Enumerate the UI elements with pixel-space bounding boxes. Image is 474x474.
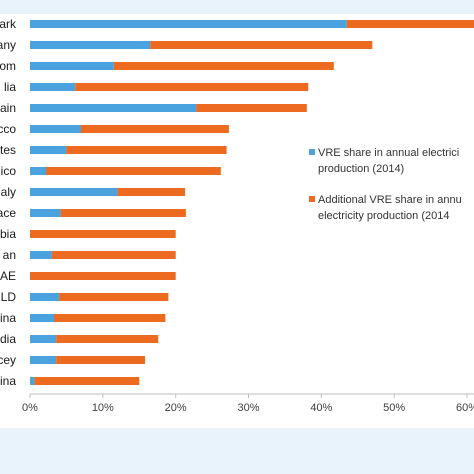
bar-additional-vre-share-8: [117, 188, 186, 196]
x-tick-label: 10%: [92, 402, 114, 414]
bar-additional-vre-share-12: [30, 272, 176, 280]
bar-vre-share-9: [30, 209, 61, 217]
category-label: LD: [1, 290, 17, 304]
category-label: ina: [0, 374, 16, 388]
category-label: om: [0, 59, 16, 73]
category-label: cco: [0, 122, 16, 136]
category-label: ark: [0, 17, 17, 31]
bar-additional-vre-share-7: [46, 167, 221, 175]
category-labels: ark any om lia ain cco ites ico aly ace bia an AE LD i…: [0, 17, 17, 388]
bar-vre-share-8: [30, 188, 118, 196]
x-tick-label: 60%: [456, 402, 474, 414]
legend-swatch: [309, 196, 315, 202]
category-label: cey: [0, 353, 16, 367]
bar-additional-vre-share-4: [196, 104, 307, 112]
bar-vre-share-11: [30, 251, 52, 259]
legend-swatch: [309, 149, 315, 155]
bar-vre-share-15: [30, 335, 57, 343]
legend-label: VRE share in annual electrici: [318, 147, 459, 159]
category-label: bia: [0, 227, 16, 241]
bar-vre-share-6: [30, 146, 67, 154]
bar-vre-share-4: [30, 104, 197, 112]
x-axis-ticks: 0% 10% 20% 30% 40% 50% 60%: [22, 394, 474, 414]
bar-vre-share-0: [30, 20, 347, 28]
bars-layer: [30, 20, 474, 385]
category-label: lia: [4, 80, 16, 94]
category-label: an: [3, 248, 16, 262]
bar-additional-vre-share-5: [81, 125, 229, 133]
x-tick-label: 50%: [383, 402, 405, 414]
legend-label: electricity production (2014: [318, 210, 449, 222]
bar-additional-vre-share-16: [56, 356, 146, 364]
category-label: AE: [0, 269, 16, 283]
bar-additional-vre-share-17: [34, 377, 140, 385]
category-label: ina: [0, 311, 16, 325]
x-tick-label: 20%: [165, 402, 187, 414]
bar-additional-vre-share-10: [30, 230, 176, 238]
bar-additional-vre-share-15: [56, 335, 159, 343]
bar-vre-share-2: [30, 62, 114, 70]
category-label: ico: [1, 164, 17, 178]
bar-additional-vre-share-3: [75, 83, 309, 91]
bar-additional-vre-share-1: [150, 41, 373, 49]
x-tick-label: 0%: [22, 402, 38, 414]
bar-vre-share-5: [30, 125, 81, 133]
category-label: ain: [0, 101, 16, 115]
bar-additional-vre-share-14: [54, 314, 166, 322]
legend-label: Additional VRE share in annu: [318, 194, 462, 206]
bar-vre-share-16: [30, 356, 57, 364]
bar-additional-vre-share-6: [66, 146, 227, 154]
bar-additional-vre-share-2: [113, 62, 334, 70]
bar-vre-share-17: [30, 377, 35, 385]
bar-vre-share-1: [30, 41, 151, 49]
bar-vre-share-7: [30, 167, 46, 175]
bar-additional-vre-share-11: [51, 251, 176, 259]
category-label: aly: [1, 185, 16, 199]
category-label: ace: [0, 206, 16, 220]
bar-vre-share-14: [30, 314, 54, 322]
category-label: dia: [0, 332, 16, 346]
bar-vre-share-13: [30, 293, 60, 301]
bar-additional-vre-share-9: [60, 209, 186, 217]
x-tick-label: 30%: [237, 402, 259, 414]
bar-vre-share-3: [30, 83, 76, 91]
category-label: any: [0, 38, 16, 52]
x-tick-label: 40%: [310, 402, 332, 414]
legend: VRE share in annual electrici production …: [309, 147, 462, 222]
legend-label: production (2014): [318, 163, 404, 175]
bar-additional-vre-share-13: [59, 293, 169, 301]
category-label: ites: [0, 143, 16, 157]
bar-additional-vre-share-0: [346, 20, 474, 28]
